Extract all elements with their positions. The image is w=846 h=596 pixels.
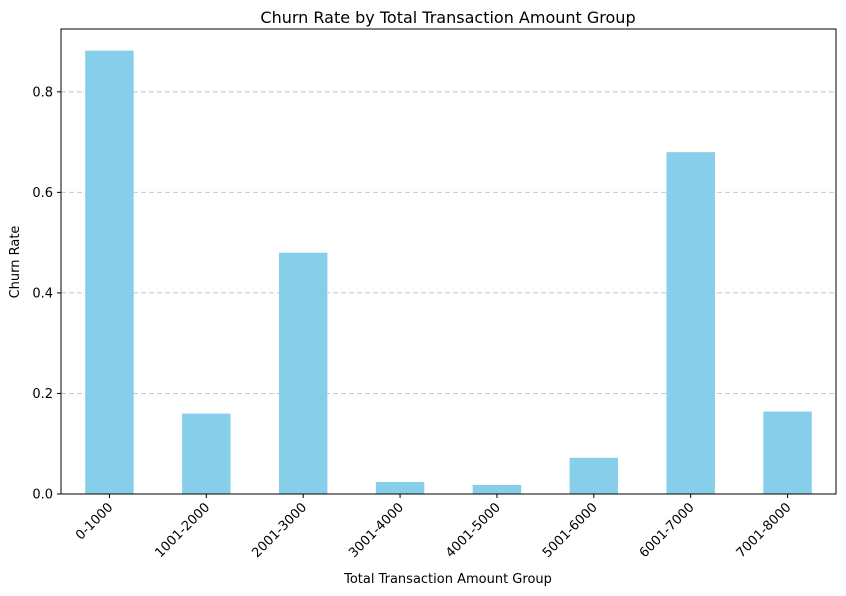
x-tick-label: 4001-5000 <box>443 500 504 561</box>
y-tick-label: 0.2 <box>32 387 53 402</box>
bar-0-1000 <box>85 50 134 495</box>
x-tick-label: 5001-6000 <box>540 500 601 561</box>
y-tick-label: 0.6 <box>32 186 53 201</box>
grid-lines <box>61 91 836 394</box>
bar-3001-4000 <box>375 481 425 494</box>
x-axis-ticks: 0-1000 1001-2000 2001-3000 3001-4000 4001-50… <box>73 494 794 561</box>
bar-6001-7000 <box>666 152 715 494</box>
y-tick-label: 0.4 <box>32 286 53 301</box>
x-tick-label: 6001-7000 <box>637 500 698 561</box>
y-axis-ticks: 0.0 0.2 0.4 0.6 0.8 <box>32 85 61 503</box>
plot-area-frame <box>60 28 837 495</box>
bars <box>85 50 812 495</box>
y-axis-label: Churn Rate <box>8 226 23 299</box>
x-tick-label: 2001-3000 <box>249 500 310 561</box>
x-tick-label: 3001-4000 <box>346 500 407 561</box>
y-tick-label: 0.0 <box>32 488 53 503</box>
bar-4001-5000 <box>472 484 522 494</box>
x-tick-label: 1001-2000 <box>152 500 213 561</box>
bar-5001-6000 <box>569 457 619 494</box>
y-tick-label: 0.8 <box>32 85 53 100</box>
x-tick-label: 0-1000 <box>73 500 116 543</box>
chart-title: Churn Rate by Total Transaction Amount G… <box>260 8 635 27</box>
bar-2001-3000 <box>278 252 328 494</box>
x-tick-label: 7001-8000 <box>734 500 795 561</box>
x-axis-label: Total Transaction Amount Group <box>343 572 552 587</box>
bar-1001-2000 <box>182 413 231 494</box>
bar-7001-8000 <box>763 411 812 494</box>
